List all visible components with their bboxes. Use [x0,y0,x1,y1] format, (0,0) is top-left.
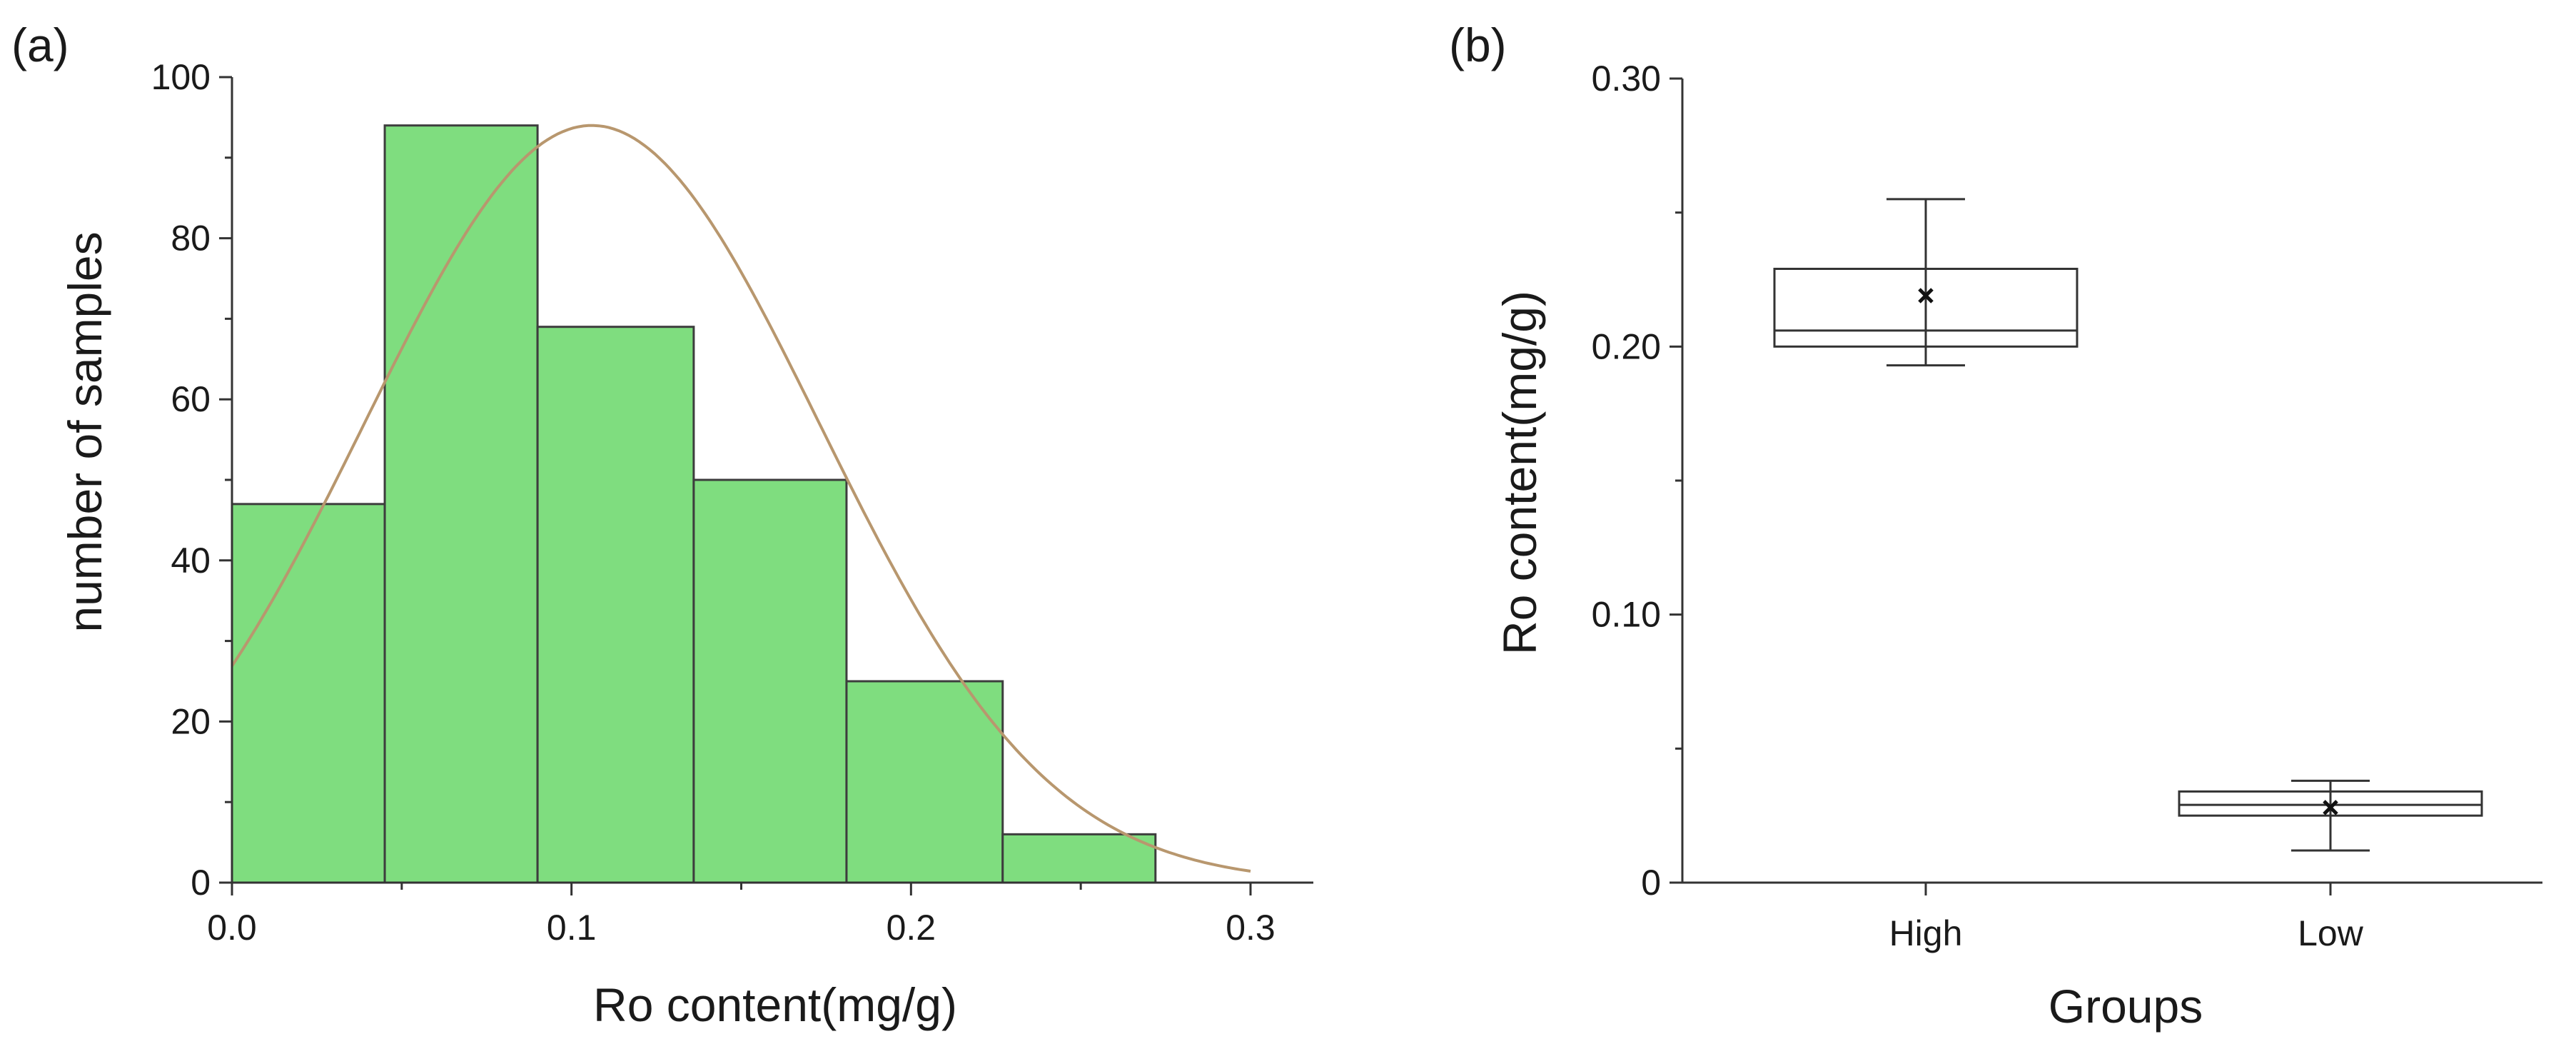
normal-fit-curve [231,124,1251,873]
histogram-x-tick-label: 0.1 [547,908,597,948]
histogram-y-tick-label: 80 [171,219,211,259]
boxplot-boxes [1773,198,2483,852]
boxplot-panel: (b) 0 0.10 0.20 0.30 High Low Groups Ro cont… [1449,19,2542,1033]
boxplot-x-tick-label: Low [2298,913,2364,953]
panel-label-b: (b) [1449,19,1507,71]
histogram-bars [231,124,1157,884]
histogram-y-tick-label: 0 [191,863,211,903]
boxplot-y-tick-label: 0.30 [1592,59,1661,99]
histogram-y-axis-label: number of samples [59,231,111,632]
histogram-bar [231,503,386,884]
histogram-bar [845,680,1004,884]
boxplot-x-axis-label: Groups [2049,980,2203,1033]
histogram-y-tick-label: 20 [171,701,211,741]
histogram-x-tick-label: 0.0 [207,908,257,948]
boxplot-y-tick-label: 0.20 [1592,326,1661,366]
boxplot-y-axis-label: Ro content(mg/g) [1493,291,1546,655]
histogram-y-tick-label: 60 [171,379,211,419]
box-low [2178,779,2483,852]
histogram-x-ticks: 0.0 0.1 0.2 0.3 [207,883,1276,948]
histogram-x-axis-label: Ro content(mg/g) [593,978,957,1031]
mean-marker [2323,800,2338,815]
boxplot-y-tick-label: 0.10 [1592,595,1661,635]
boxplot-y-tick-label: 0 [1641,863,1661,903]
boxplot-y-ticks: 0 0.10 0.20 0.30 [1592,59,1682,903]
histogram-y-tick-label: 40 [171,541,211,581]
box-high [1773,198,2079,367]
histogram-y-ticks: 0 20 40 60 80 100 [151,57,232,903]
histogram-y-tick-label: 100 [151,57,211,97]
panel-label-a: (a) [11,19,69,71]
histogram-panel: (a) 0.0 0.1 0.2 0.3 0 20 40 60 80 100 Ro content… [11,19,1313,1031]
histogram-bar [692,478,848,884]
histogram-x-tick-label: 0.2 [887,908,936,948]
histogram-bar [383,124,539,884]
histogram-bar [1001,833,1157,884]
boxplot-axes [1681,79,2542,884]
boxplot-x-tick-label: High [1889,913,1963,953]
boxplot-x-ticks: High Low [1889,883,2364,953]
mean-marker [1918,288,1934,303]
histogram-x-tick-label: 0.3 [1226,908,1276,948]
histogram-bar [536,326,695,884]
